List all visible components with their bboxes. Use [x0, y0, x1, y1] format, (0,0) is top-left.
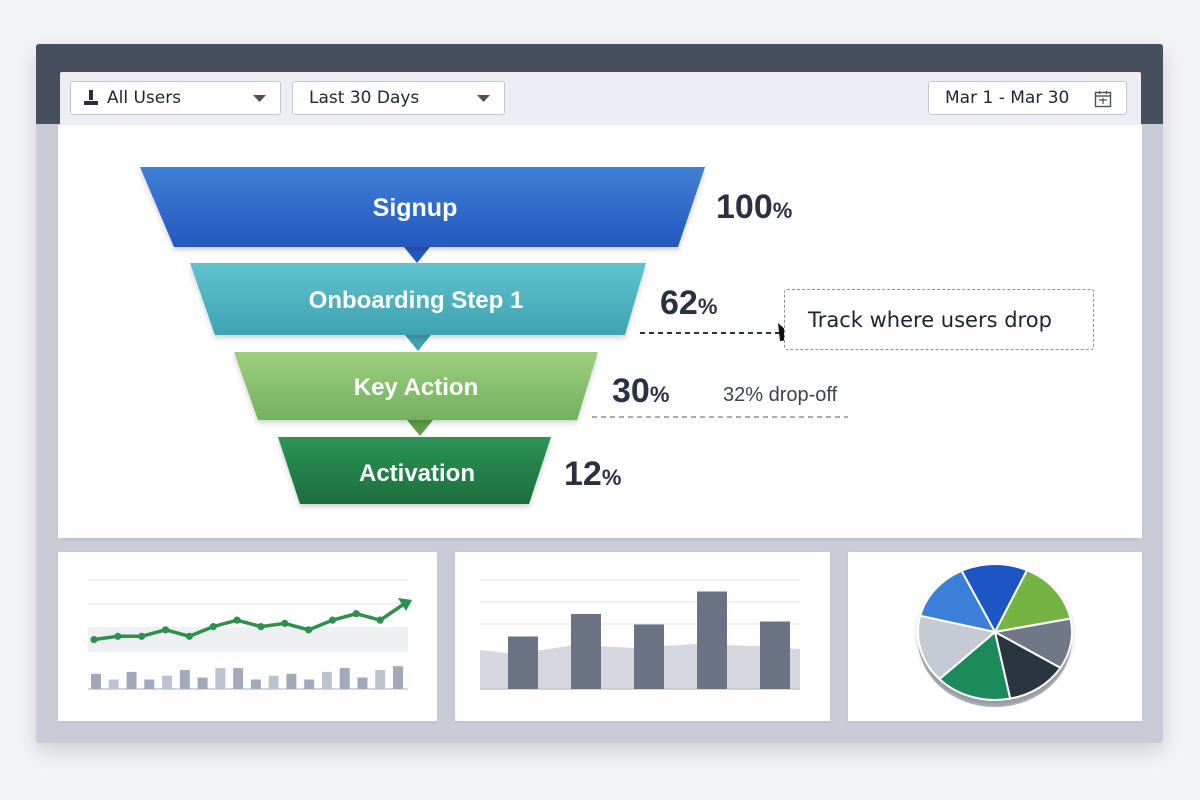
- user-icon: [84, 90, 98, 105]
- chevron-down-icon: [477, 95, 490, 102]
- funnel-stage-percent: 62%: [660, 284, 717, 322]
- bar: [357, 677, 368, 689]
- dropoff-annotation: 32% drop-off: [723, 384, 838, 406]
- funnel-connector: [407, 420, 433, 436]
- bar: [393, 666, 403, 689]
- pie-slice: [993, 630, 1062, 700]
- funnel-stage-percent: 100%: [716, 188, 792, 226]
- date-range-picker[interactable]: Mar 1 - Mar 30: [928, 81, 1127, 115]
- funnel-stage-activation[interactable]: Activation: [278, 437, 551, 504]
- bar: [321, 671, 332, 689]
- pie-slice: [960, 563, 1029, 635]
- funnel-connector: [405, 335, 431, 351]
- funnel-stage-key-action[interactable]: Key Action: [234, 352, 598, 420]
- user-segment-dropdown[interactable]: All Users: [70, 81, 281, 115]
- bar: [760, 621, 790, 689]
- bar: [697, 591, 727, 689]
- pie-slice: [937, 630, 1012, 701]
- data-point: [161, 626, 170, 634]
- bar: [162, 675, 173, 689]
- bar: [197, 677, 208, 689]
- bar: [91, 673, 101, 689]
- bar: [286, 673, 297, 689]
- mini-line-chart-panel: [58, 552, 437, 721]
- bar: [126, 671, 137, 689]
- funnel-stage-onboarding[interactable]: Onboarding Step 1: [190, 263, 646, 335]
- data-point: [233, 616, 241, 624]
- bar: [268, 675, 279, 689]
- funnel-stage-label: Signup: [373, 194, 458, 222]
- funnel-stage-label: Onboarding Step 1: [309, 287, 524, 314]
- data-point: [352, 610, 360, 618]
- data-point: [185, 632, 193, 640]
- bar: [304, 679, 315, 689]
- funnel-stage-percent: 30%: [612, 372, 669, 410]
- date-range-label: Mar 1 - Mar 30: [945, 88, 1070, 108]
- funnel-chart: Signup Onboarding Step 1 Key Action Acti…: [140, 167, 848, 504]
- chevron-down-icon: [253, 95, 266, 102]
- bar: [215, 668, 226, 689]
- pie-slice: [917, 614, 998, 681]
- data-point: [209, 623, 217, 631]
- mini-bar-chart: [480, 579, 800, 690]
- data-point: [376, 616, 384, 624]
- data-point: [257, 623, 265, 631]
- bar: [233, 668, 244, 689]
- data-point: [138, 632, 146, 640]
- user-segment-label: All Users: [107, 88, 182, 108]
- tooltip-text: Track where users drop: [808, 307, 1052, 332]
- funnel-stage-label: Key Action: [354, 374, 478, 401]
- bar: [339, 668, 350, 689]
- mini-line-chart: [88, 579, 412, 690]
- data-point: [328, 616, 337, 624]
- plot-band: [88, 628, 408, 652]
- tooltip-callout: Track where users drop: [784, 289, 1094, 350]
- data-point: [90, 635, 98, 644]
- data-point: [114, 632, 122, 640]
- bar: [250, 679, 261, 689]
- pie-slice: [918, 569, 997, 634]
- filter-toolbar: All Users Last 30 Days Mar 1 - Mar 30: [60, 72, 1141, 128]
- time-range-label: Last 30 Days: [309, 88, 420, 108]
- funnel-panel: Signup Onboarding Step 1 Key Action Acti…: [58, 125, 1142, 538]
- bar: [144, 679, 155, 689]
- pie-slice: [993, 568, 1072, 634]
- mini-pie-chart: [917, 563, 1073, 707]
- funnel-stage-percent: 12%: [564, 455, 621, 493]
- funnel-connector: [404, 247, 430, 263]
- mini-pie-chart-panel: [848, 552, 1142, 721]
- trend-line: [93, 602, 405, 642]
- funnel-stage-label: Activation: [359, 460, 475, 487]
- data-point: [281, 619, 289, 627]
- bar: [375, 670, 386, 689]
- bar: [508, 636, 538, 689]
- mini-bar-chart-panel: [455, 552, 830, 721]
- bar: [571, 614, 601, 689]
- data-point: [305, 626, 313, 634]
- calendar-icon: [1094, 91, 1112, 108]
- trend-arrow-icon: [398, 598, 412, 611]
- funnel-stage-signup[interactable]: Signup: [140, 167, 705, 247]
- bar: [108, 679, 119, 689]
- time-range-dropdown[interactable]: Last 30 Days: [292, 81, 505, 115]
- bar: [634, 624, 664, 689]
- bar: [179, 670, 190, 689]
